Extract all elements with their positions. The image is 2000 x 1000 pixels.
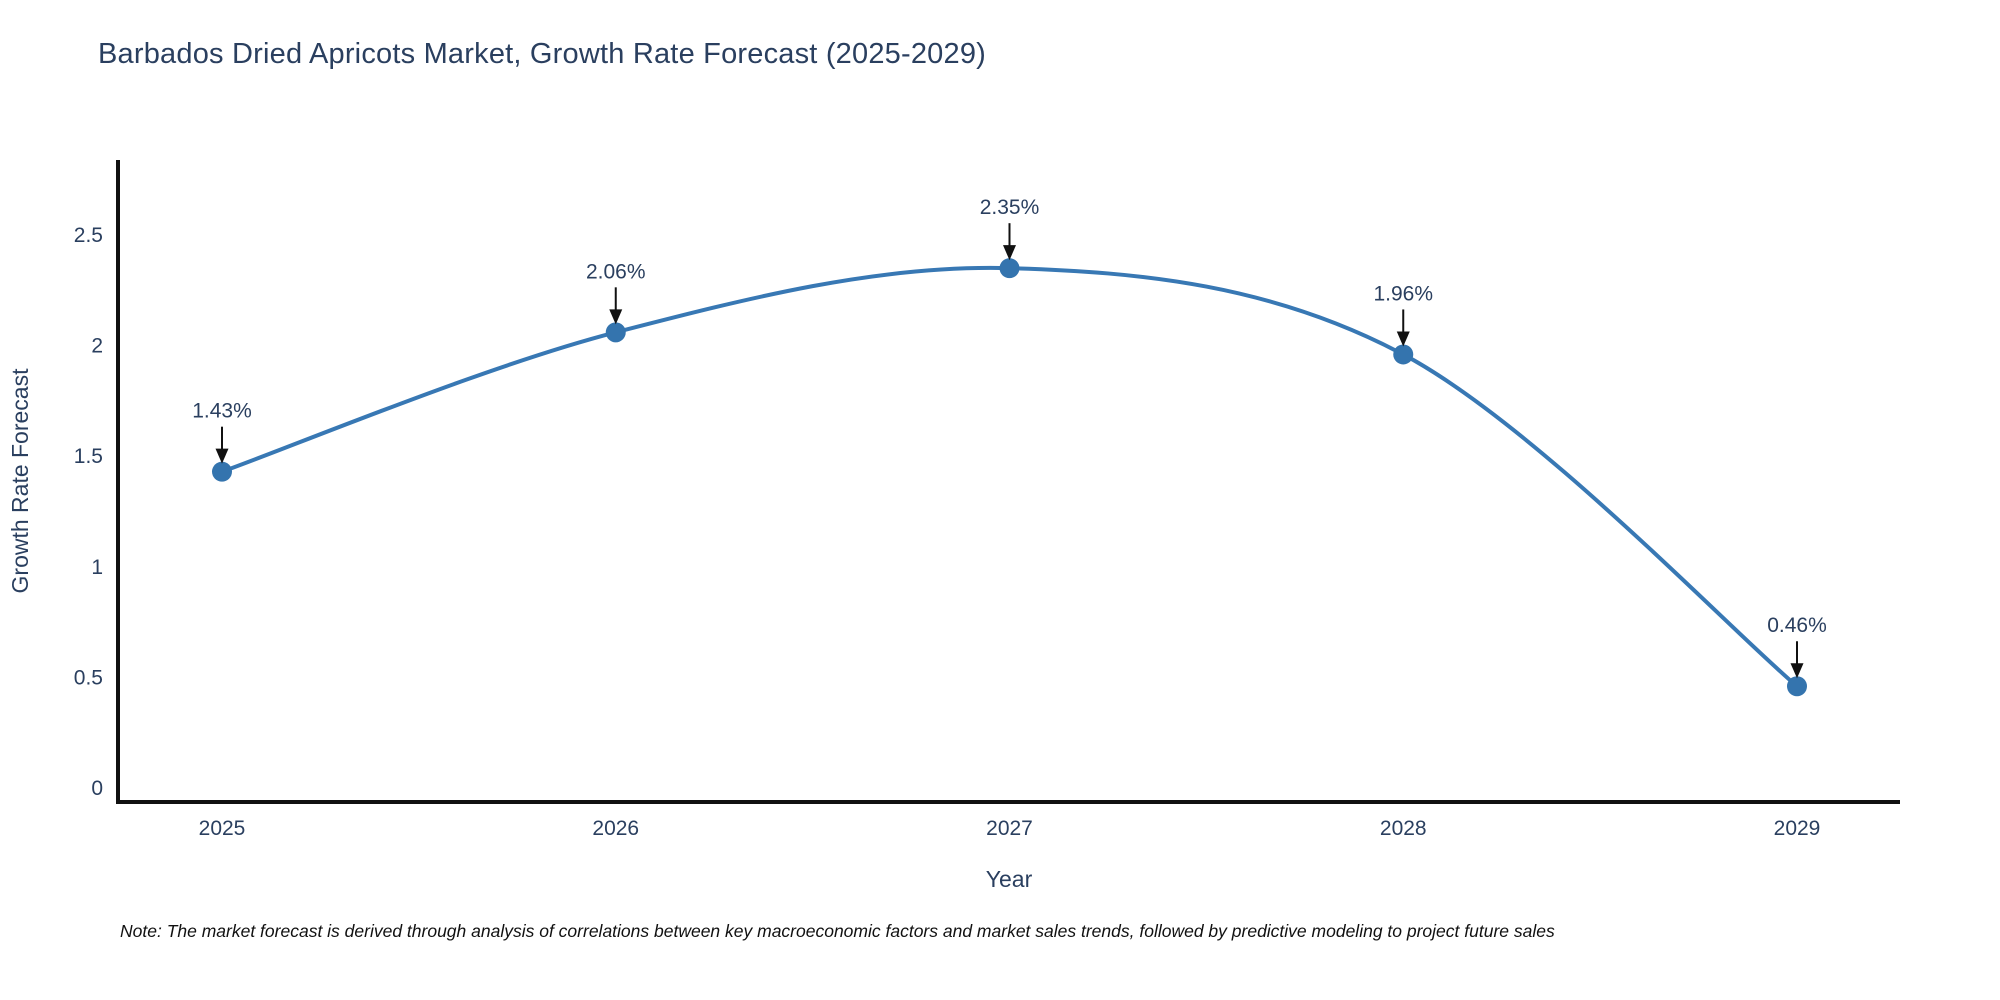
point-marker bbox=[605, 322, 626, 343]
x-tick-label: 2026 bbox=[592, 817, 639, 840]
point-annotations: 1.43% 2.06% 2.35% 1.96% 0.46% bbox=[192, 196, 1827, 679]
x-tick-label: 2025 bbox=[199, 817, 246, 840]
y-tick-label: 2.5 bbox=[74, 224, 103, 247]
axes bbox=[116, 160, 1900, 804]
point-label: 1.43% bbox=[192, 400, 252, 423]
footnote: Note: The market forecast is derived thr… bbox=[120, 921, 1555, 941]
y-tick-label: 2 bbox=[91, 335, 103, 358]
point-label: 2.06% bbox=[586, 260, 646, 283]
chart-title: Barbados Dried Apricots Market, Growth R… bbox=[98, 38, 987, 70]
annotation-arrowhead bbox=[1003, 245, 1016, 261]
point-marker bbox=[1393, 344, 1414, 365]
point-label: 2.35% bbox=[980, 196, 1040, 219]
annotation-arrowhead bbox=[1396, 331, 1410, 347]
annotation-arrowhead bbox=[215, 448, 229, 464]
point-marker bbox=[1787, 676, 1807, 697]
x-tick-label: 2027 bbox=[986, 817, 1033, 840]
annotation-arrowhead bbox=[609, 309, 623, 325]
point-marker bbox=[999, 258, 1020, 279]
y-tick-label: 0.5 bbox=[74, 666, 103, 689]
x-tick-label: 2029 bbox=[1774, 817, 1821, 840]
point-label: 0.46% bbox=[1767, 614, 1827, 637]
annotation-arrowhead bbox=[1790, 663, 1804, 679]
growth-rate-series bbox=[212, 258, 1807, 697]
y-axis-title: Growth Rate Forecast bbox=[7, 368, 33, 594]
tick-labels: 0 0.5 1 1.5 2 2.5 2025 2026 2027 2028 2029 bbox=[74, 224, 1821, 840]
y-tick-label: 0 bbox=[91, 777, 103, 800]
x-tick-label: 2028 bbox=[1380, 817, 1427, 840]
point-label: 1.96% bbox=[1373, 282, 1433, 305]
series-line bbox=[221, 265, 1799, 688]
point-marker bbox=[212, 461, 232, 482]
y-tick-label: 1.5 bbox=[74, 445, 103, 468]
x-axis-title: Year bbox=[986, 866, 1033, 892]
y-tick-label: 1 bbox=[91, 556, 103, 579]
